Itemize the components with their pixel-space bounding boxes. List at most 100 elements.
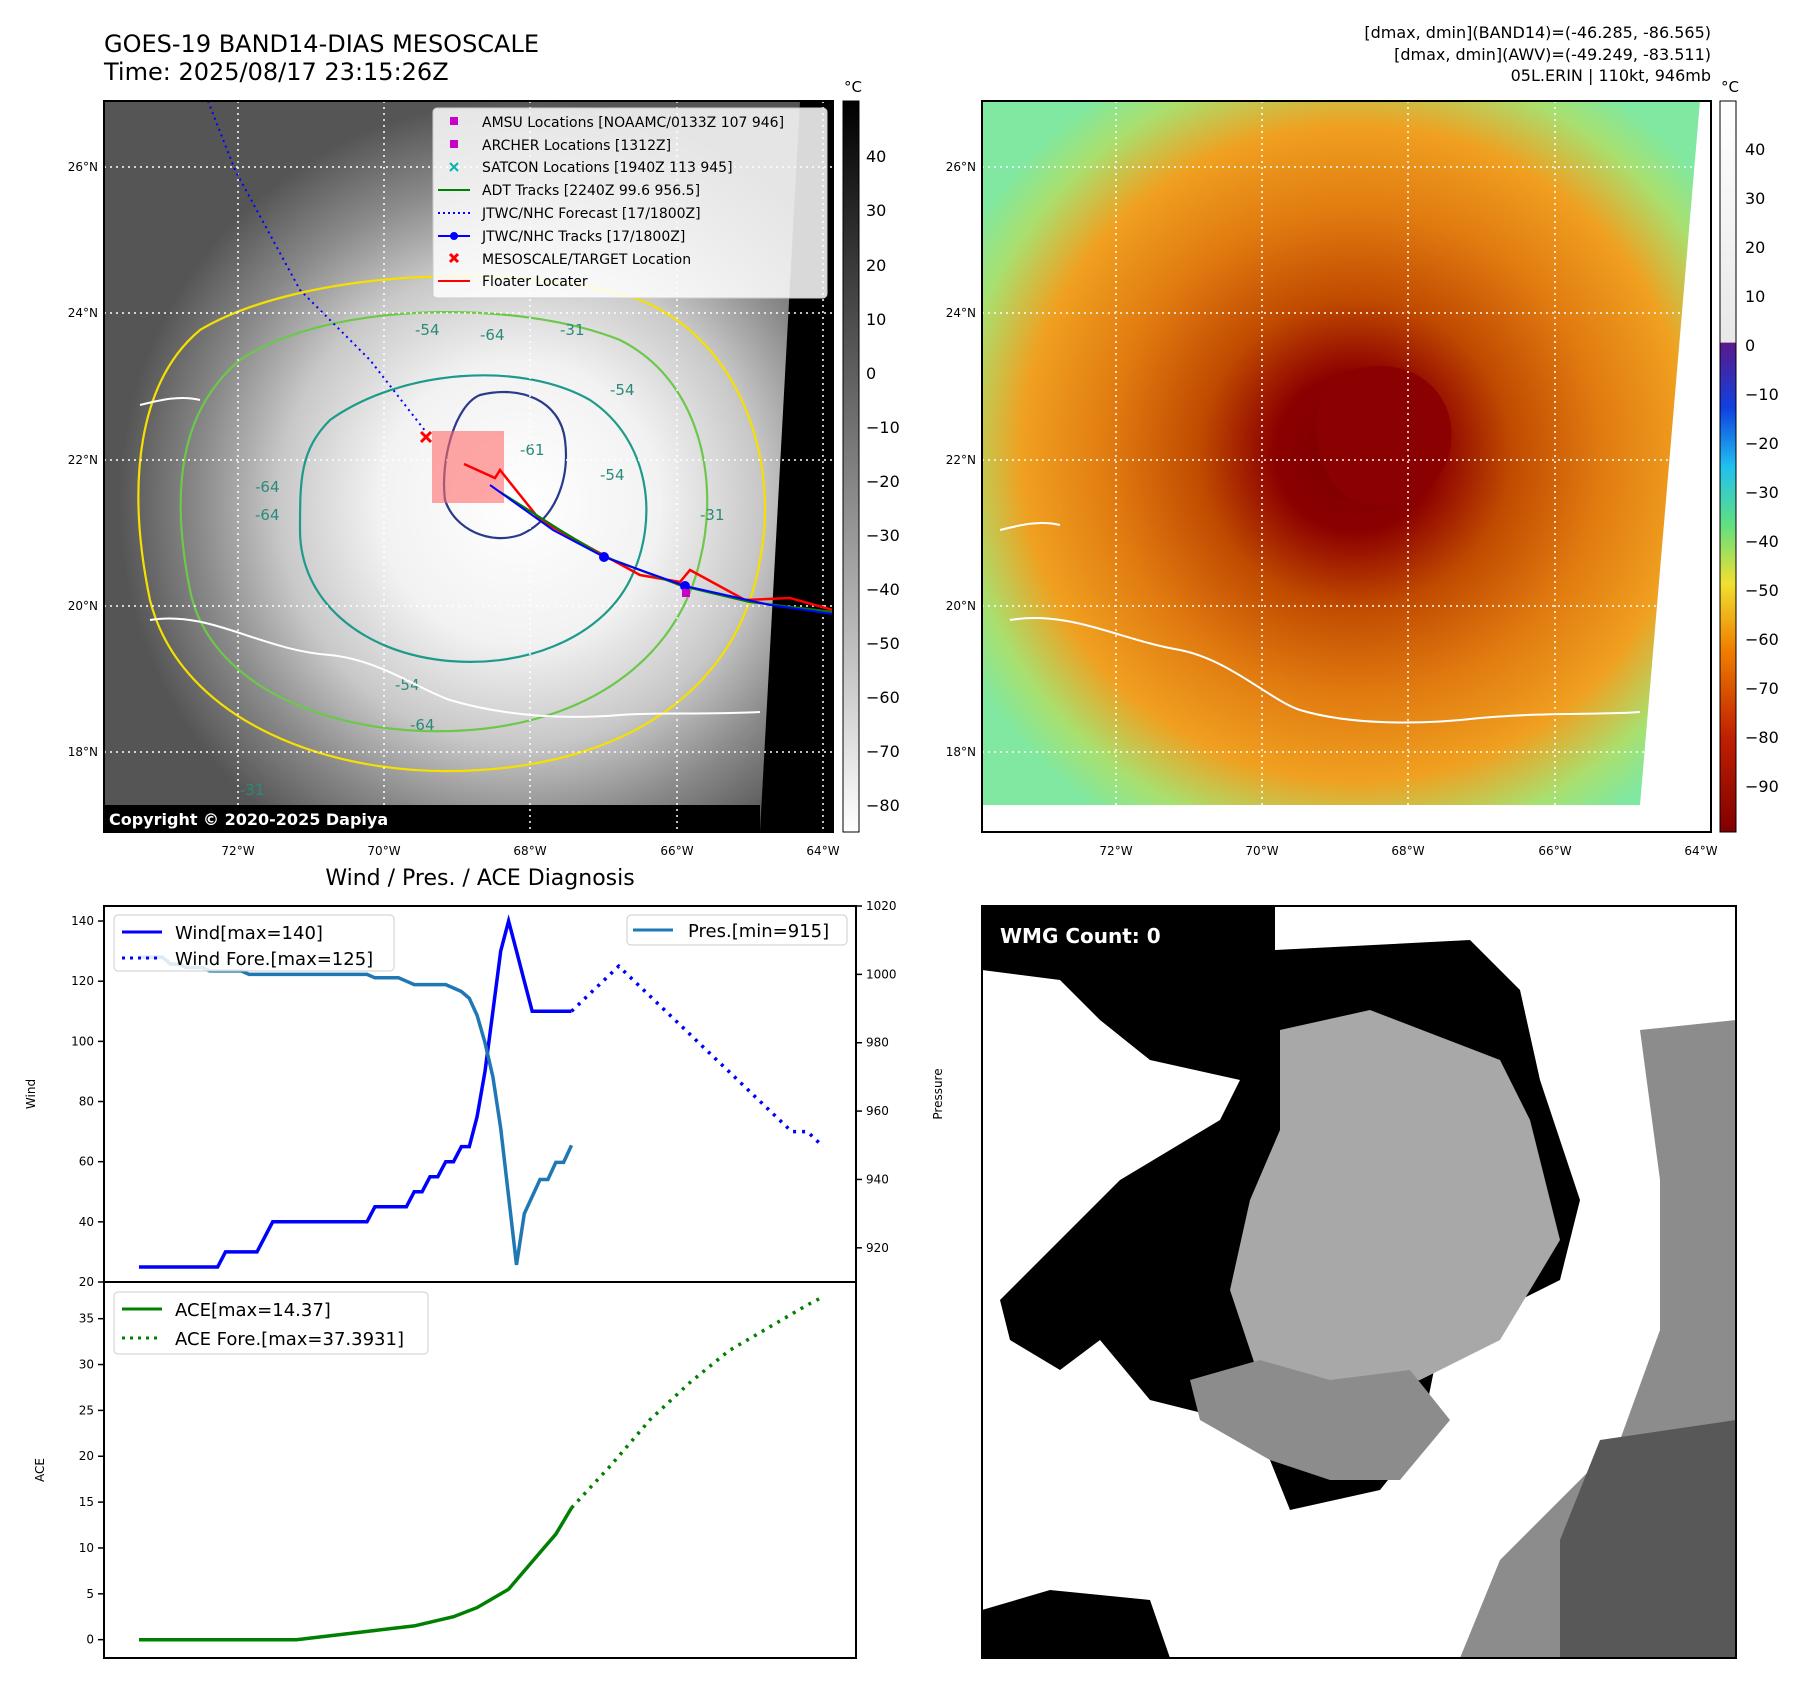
legend-entry: JTWC/NHC Forecast [17/1800Z] xyxy=(438,206,701,222)
wv-eye xyxy=(1315,365,1452,506)
pressure-tick-label: 1020 xyxy=(866,899,897,913)
wind-forecast-series-line xyxy=(570,963,825,1148)
jtwc-forecast-track xyxy=(207,101,427,433)
svg-text:−30: −30 xyxy=(1745,483,1779,502)
svg-text:68°W: 68°W xyxy=(1391,844,1424,858)
svg-text:-31: -31 xyxy=(560,321,585,339)
svg-text:20°N: 20°N xyxy=(68,599,98,613)
ace-chart: ACE 0 5 10 15 20 25 30 35 ACE[max=14.37] ACE Fo… xyxy=(33,1281,857,1659)
svg-text:−20: −20 xyxy=(1745,434,1779,453)
svg-text:-64: -64 xyxy=(255,506,280,524)
svg-text:−90: −90 xyxy=(1745,777,1779,796)
ir-frame xyxy=(103,100,834,833)
svg-text:64°W: 64°W xyxy=(1684,844,1717,858)
legend-entry: MESOSCALE/TARGET Location xyxy=(448,252,691,268)
ir-colorbar-ticks: 40 30 20 10 0 −10 −20 −30 −40 −50 −60 −7… xyxy=(866,147,900,815)
ace-tick-label: 20 xyxy=(79,1449,94,1463)
svg-text:-64: -64 xyxy=(480,326,505,344)
ace-tick-label: 15 xyxy=(79,1495,94,1509)
svg-text:-31: -31 xyxy=(240,781,265,799)
wind-tick-label: 20 xyxy=(79,1275,94,1289)
svg-text:72°W: 72°W xyxy=(221,844,254,858)
jtwc-track-point xyxy=(680,581,690,591)
wind-tick-label: 40 xyxy=(79,1215,94,1229)
ace-tick-label: 30 xyxy=(79,1358,94,1372)
ir-lon-ticks: 72°W 70°W 68°W 66°W 64°W xyxy=(221,844,839,858)
svg-text:ARCHER Locations [1312Z]: ARCHER Locations [1312Z] xyxy=(482,138,671,154)
pressure-tick-label: 980 xyxy=(866,1036,889,1050)
svg-text:−80: −80 xyxy=(866,796,900,815)
svg-text:30: 30 xyxy=(866,201,886,220)
ir-coastlines xyxy=(139,396,761,718)
svg-text:24°N: 24°N xyxy=(946,306,976,320)
svg-text:ACE Fore.[max=37.3931]: ACE Fore.[max=37.3931] xyxy=(175,1329,404,1350)
svg-text:Pres.[min=915]: Pres.[min=915] xyxy=(688,921,829,942)
svg-text:70°W: 70°W xyxy=(367,844,400,858)
svg-text:22°N: 22°N xyxy=(68,453,98,467)
svg-text:0: 0 xyxy=(866,364,876,383)
wv-lat-ticks: 26°N 24°N 22°N 20°N 18°N xyxy=(946,160,976,759)
svg-text:68°W: 68°W xyxy=(513,844,546,858)
wmg-frame xyxy=(981,905,1737,1659)
svg-text:MESOSCALE/TARGET Location: MESOSCALE/TARGET Location xyxy=(482,252,691,268)
legend-entry: SATCON Locations [1940Z 113 945] xyxy=(449,160,733,176)
wind-ylabel: Wind xyxy=(24,1079,38,1109)
ace-series-line xyxy=(139,1507,574,1642)
wv-colorbar-ticks: 40 30 20 10 0 −10 −20 −30 −40 −50 −60 −7… xyxy=(1745,140,1779,796)
ace-tick-label: 10 xyxy=(79,1541,94,1555)
ace-tick-label: 0 xyxy=(86,1633,94,1647)
legend-entry: ARCHER Locations [1312Z] xyxy=(450,138,671,154)
ir-legend: AMSU Locations [NOAAMC/0133Z 107 946] AR… xyxy=(432,107,828,299)
copyright-text: Copyright © 2020-2025 Dapiya xyxy=(109,810,388,829)
info-band14: [dmax, dmin](BAND14)=(-46.285, -86.565) xyxy=(1364,23,1711,42)
svg-text:JTWC/NHC Forecast [17/1800Z]: JTWC/NHC Forecast [17/1800Z] xyxy=(481,206,701,222)
svg-text:JTWC/NHC Tracks [17/1800Z]: JTWC/NHC Tracks [17/1800Z] xyxy=(481,229,685,245)
wind-tick-label: 60 xyxy=(79,1155,94,1169)
wind-tick-label: 140 xyxy=(71,914,94,928)
wmg-panel: WMG Count: 0 xyxy=(981,905,1737,1659)
legend-entry: JTWC/NHC Tracks [17/1800Z] xyxy=(438,229,685,245)
svg-text:20: 20 xyxy=(1745,238,1765,257)
ace-series xyxy=(139,1295,824,1642)
wv-lon-ticks: 72°W 70°W 68°W 66°W 64°W xyxy=(1099,844,1717,858)
legend-entry: Floater Locater xyxy=(438,274,588,290)
svg-text:20: 20 xyxy=(866,256,886,275)
ir-lat-ticks: 26°N 24°N 22°N 20°N 18°N xyxy=(68,160,98,759)
wmg-gray-core xyxy=(1230,1010,1560,1400)
svg-text:-54: -54 xyxy=(395,676,420,694)
svg-text:26°N: 26°N xyxy=(946,160,976,174)
pressure-tick-label: 920 xyxy=(866,1241,889,1255)
svg-text:0: 0 xyxy=(1745,336,1755,355)
svg-text:−50: −50 xyxy=(866,634,900,653)
wmg-right-dark xyxy=(1560,1420,1736,1658)
svg-text:Wind Fore.[max=125]: Wind Fore.[max=125] xyxy=(175,949,373,970)
info-awv: [dmax, dmin](AWV)=(-49.249, -83.511) xyxy=(1394,45,1711,64)
wind-series-line xyxy=(139,914,572,1269)
wind-tick-label: 120 xyxy=(71,974,94,988)
svg-text:30: 30 xyxy=(1745,189,1765,208)
svg-text:-64: -64 xyxy=(410,716,435,734)
svg-text:26°N: 26°N xyxy=(68,160,98,174)
copyright-box xyxy=(104,805,420,832)
svg-text:−10: −10 xyxy=(1745,385,1779,404)
svg-text:−50: −50 xyxy=(1745,581,1779,600)
diagnosis-title: Wind / Pres. / ACE Diagnosis xyxy=(325,866,634,891)
svg-text:20°N: 20°N xyxy=(946,599,976,613)
svg-text:−70: −70 xyxy=(866,742,900,761)
amsu-location-marker xyxy=(682,589,690,597)
ace-forecast-series-line xyxy=(570,1295,824,1510)
legend-entry: ADT Tracks [2240Z 99.6 956.5] xyxy=(438,183,700,199)
pressure-tick-label: 960 xyxy=(866,1104,889,1118)
wmg-count-box xyxy=(990,920,1173,952)
svg-text:ADT Tracks [2240Z 99.6 956.5]: ADT Tracks [2240Z 99.6 956.5] xyxy=(482,183,700,199)
svg-text:66°W: 66°W xyxy=(660,844,693,858)
wmg-gray-band xyxy=(1190,1360,1450,1480)
wv-coastlines xyxy=(999,521,1641,724)
svg-text:-54: -54 xyxy=(610,381,635,399)
wind-pressure-chart: Wind Pressure 20 40 60 80 100 120 140 920 940 96… xyxy=(24,899,945,1289)
pressure-legend: Pres.[min=915] xyxy=(626,914,848,946)
wind-tick-label: 80 xyxy=(79,1095,94,1109)
svg-text:-31: -31 xyxy=(700,506,725,524)
wind-tick-label: 100 xyxy=(71,1034,94,1048)
